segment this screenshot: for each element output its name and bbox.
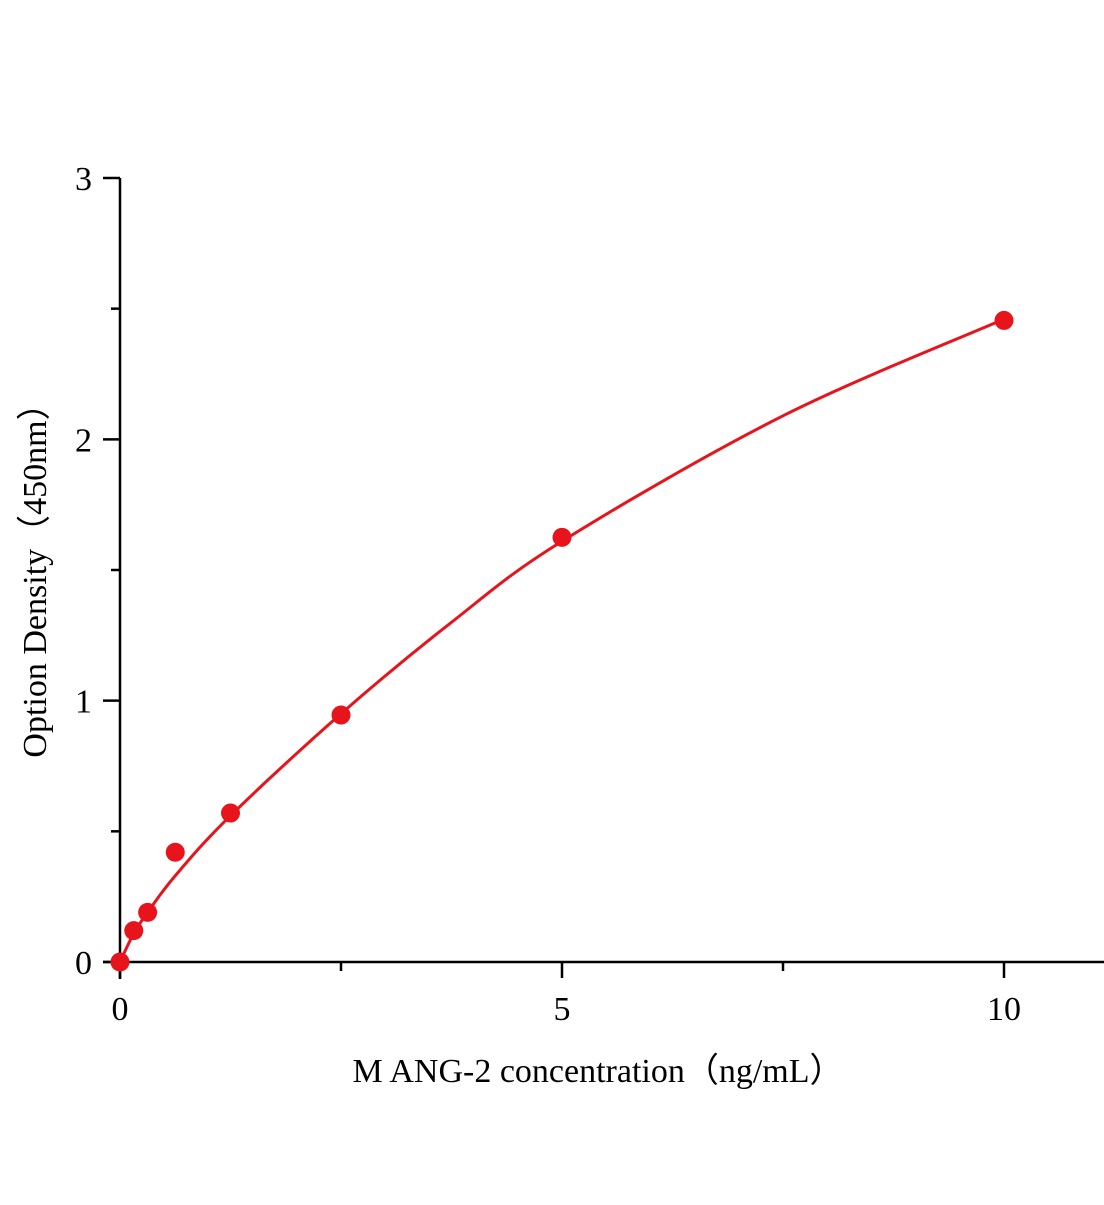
y-tick-label: 1 [75,684,92,721]
x-tick-label: 5 [554,991,571,1028]
x-tick-label: 0 [112,991,129,1028]
data-point [221,803,240,823]
data-point [994,310,1014,330]
y-tick-label: 2 [75,422,92,459]
data-point [331,705,351,725]
data-point [138,902,158,922]
y-axis-label: Option Density（450nm） [16,386,54,757]
data-point [110,952,130,972]
tick-labels: 0 5 10 0 1 2 3 [75,161,1021,1028]
x-tick-label: 10 [987,991,1021,1028]
data-points [110,310,1014,972]
data-point [124,921,144,941]
y-tick-label: 0 [75,945,92,982]
data-point [165,842,185,862]
axes [103,176,1104,979]
data-point [552,527,572,547]
x-axis-label: M ANG-2 concentration（ng/mL） [352,1052,843,1090]
fit-curve [118,317,1005,963]
y-tick-label: 3 [75,161,92,198]
